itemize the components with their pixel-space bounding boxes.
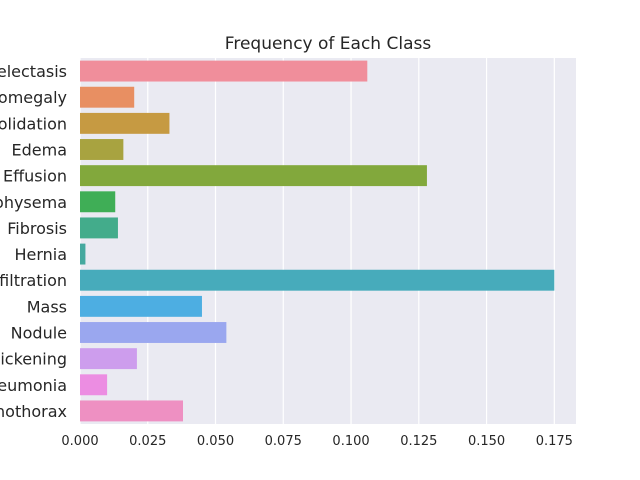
bar <box>80 86 135 108</box>
y-tick-label: olidation <box>0 114 67 133</box>
bar <box>80 322 227 343</box>
y-axis-tick-labels: electasis omegaly olidation Edema Effusion ph… <box>0 62 67 421</box>
bars <box>80 60 555 422</box>
bar <box>80 269 555 291</box>
y-tick-label: Mass <box>27 297 67 316</box>
bar <box>80 112 170 134</box>
x-tick-label: 0.100 <box>332 434 369 449</box>
bar <box>80 400 183 422</box>
bar <box>80 348 137 370</box>
chart-title: Frequency of Each Class <box>225 34 432 54</box>
x-tick-label: 0.075 <box>265 434 302 449</box>
x-tick-label: 0.175 <box>536 434 573 449</box>
bar <box>80 60 368 82</box>
x-tick-label: 0.125 <box>400 434 437 449</box>
y-tick-label: filtration <box>0 271 67 290</box>
y-tick-label: Hernia <box>14 245 67 264</box>
x-tick-label: 0.050 <box>197 434 234 449</box>
x-tick-label: 0.150 <box>468 434 505 449</box>
x-tick-label: 0.000 <box>61 434 98 449</box>
y-tick-label: Fibrosis <box>7 219 67 238</box>
x-axis-tick-labels: 0.000 0.025 0.050 0.075 0.100 0.125 0.150 0.175 <box>61 434 573 449</box>
bar <box>80 139 124 160</box>
bar <box>80 191 116 213</box>
y-tick-label: Edema <box>12 141 68 160</box>
y-tick-label: Effusion <box>3 167 67 186</box>
y-tick-label: Nodule <box>11 324 67 343</box>
y-tick-label: ickening <box>0 350 67 369</box>
bar <box>80 374 108 396</box>
y-tick-label: eumonia <box>0 376 67 395</box>
x-tick-label: 0.025 <box>129 434 166 449</box>
bar <box>80 295 202 317</box>
y-tick-label: nothorax <box>0 402 67 421</box>
bar <box>80 165 427 187</box>
y-tick-label: electasis <box>0 62 67 81</box>
bar <box>80 217 118 239</box>
bar <box>80 243 86 265</box>
y-tick-label: physema <box>0 193 67 212</box>
y-tick-label: omegaly <box>0 88 67 107</box>
